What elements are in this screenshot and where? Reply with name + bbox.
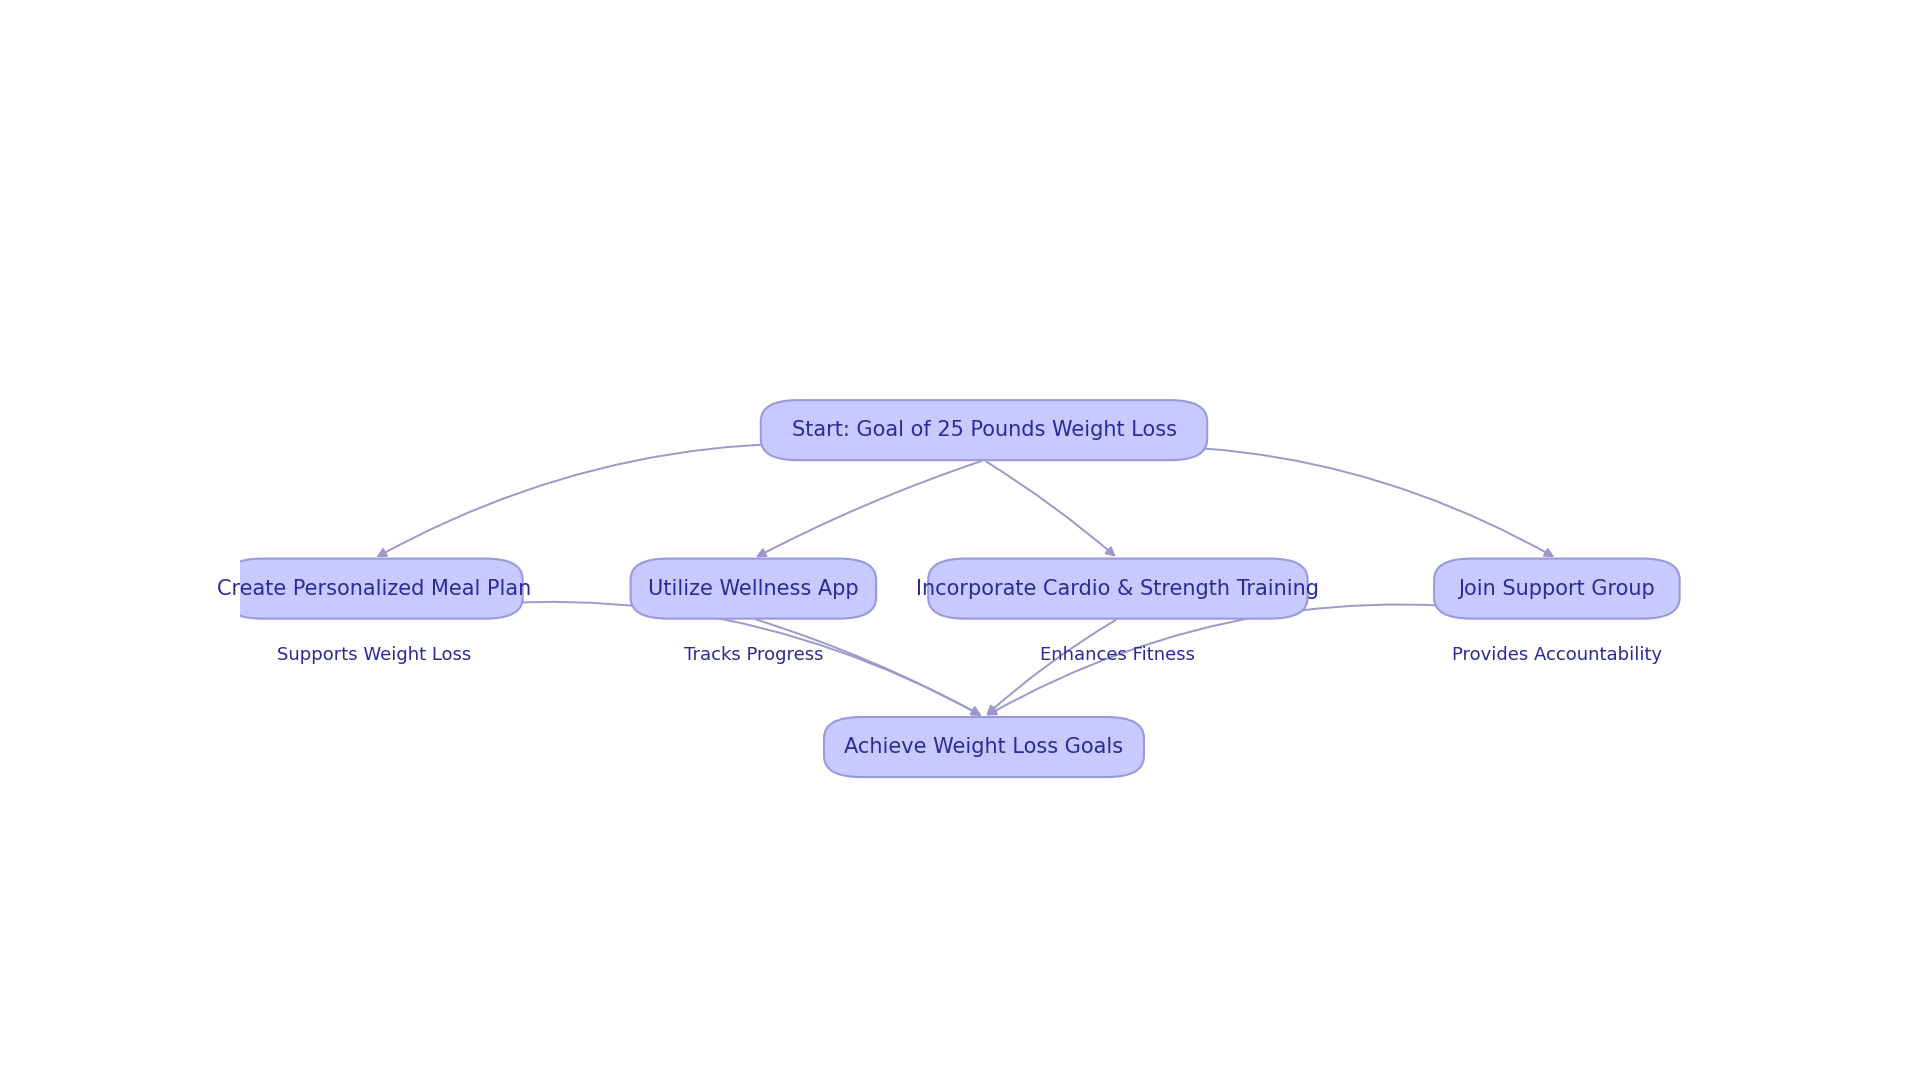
Text: Start: Goal of 25 Pounds Weight Loss: Start: Goal of 25 Pounds Weight Loss <box>791 420 1177 440</box>
FancyBboxPatch shape <box>824 717 1144 778</box>
FancyBboxPatch shape <box>760 400 1208 460</box>
Text: Supports Weight Loss: Supports Weight Loss <box>276 647 470 664</box>
Text: Utilize Wellness App: Utilize Wellness App <box>649 578 858 599</box>
Text: Incorporate Cardio & Strength Training: Incorporate Cardio & Strength Training <box>916 578 1319 599</box>
Text: Tracks Progress: Tracks Progress <box>684 647 824 664</box>
Text: Provides Accountability: Provides Accountability <box>1452 647 1663 664</box>
Text: Achieve Weight Loss Goals: Achieve Weight Loss Goals <box>845 738 1123 757</box>
Text: Join Support Group: Join Support Group <box>1459 578 1655 599</box>
Text: Enhances Fitness: Enhances Fitness <box>1041 647 1196 664</box>
FancyBboxPatch shape <box>1434 559 1680 618</box>
FancyBboxPatch shape <box>927 559 1308 618</box>
Text: Create Personalized Meal Plan: Create Personalized Meal Plan <box>217 578 532 599</box>
FancyBboxPatch shape <box>630 559 876 618</box>
FancyBboxPatch shape <box>225 559 522 618</box>
